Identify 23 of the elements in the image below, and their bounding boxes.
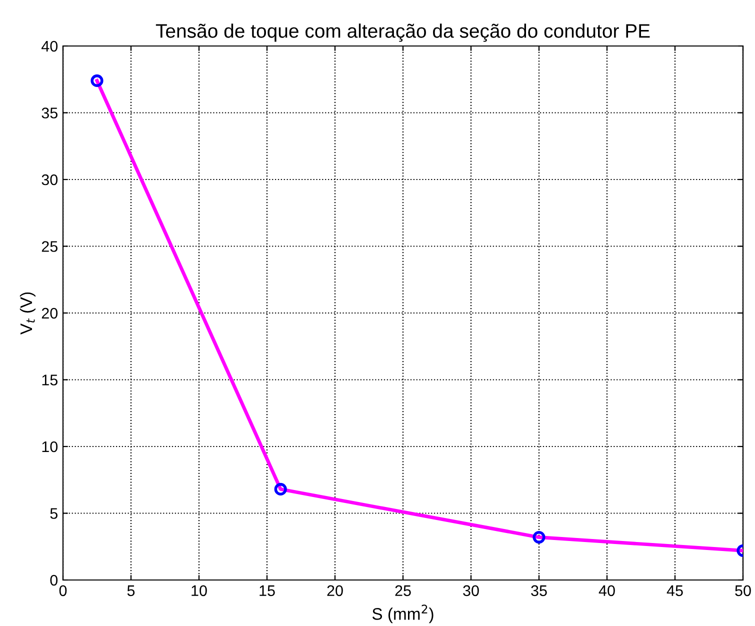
- x-tick-label: 30: [463, 585, 479, 596]
- x-tick-label: 10: [192, 585, 207, 596]
- y-tick-label: 40: [42, 40, 58, 52]
- x-tick-label: 5: [127, 585, 135, 596]
- y-tick-label: 35: [42, 108, 58, 118]
- x-tick-label: 20: [327, 585, 343, 596]
- x-tick-label: 40: [598, 585, 615, 596]
- x-tick-label: 35: [531, 585, 547, 596]
- x-axis-title: S (mm$^{2}$): [372, 604, 434, 624]
- y-tick-label: 10: [42, 441, 58, 452]
- y-tick-label: 20: [42, 308, 58, 319]
- y-tick-label: 25: [42, 241, 58, 252]
- y-tick-label: 30: [42, 174, 58, 186]
- x-tick-label: 45: [666, 585, 683, 596]
- y-tick-label: 5: [50, 508, 58, 519]
- y-tick-label: 0: [50, 574, 58, 586]
- x-tick-label: 15: [260, 585, 275, 596]
- y-tick-label: 15: [42, 374, 58, 386]
- y-axis-title: V$_{t}$ (V): [20, 292, 36, 335]
- chart-title: Tensão de toque com alteração da seção do condutor PE: [156, 24, 650, 42]
- x-tick-label: 0: [59, 585, 67, 596]
- x-tick-label: 25: [395, 585, 411, 596]
- x-tick-label: 50: [735, 585, 751, 596]
